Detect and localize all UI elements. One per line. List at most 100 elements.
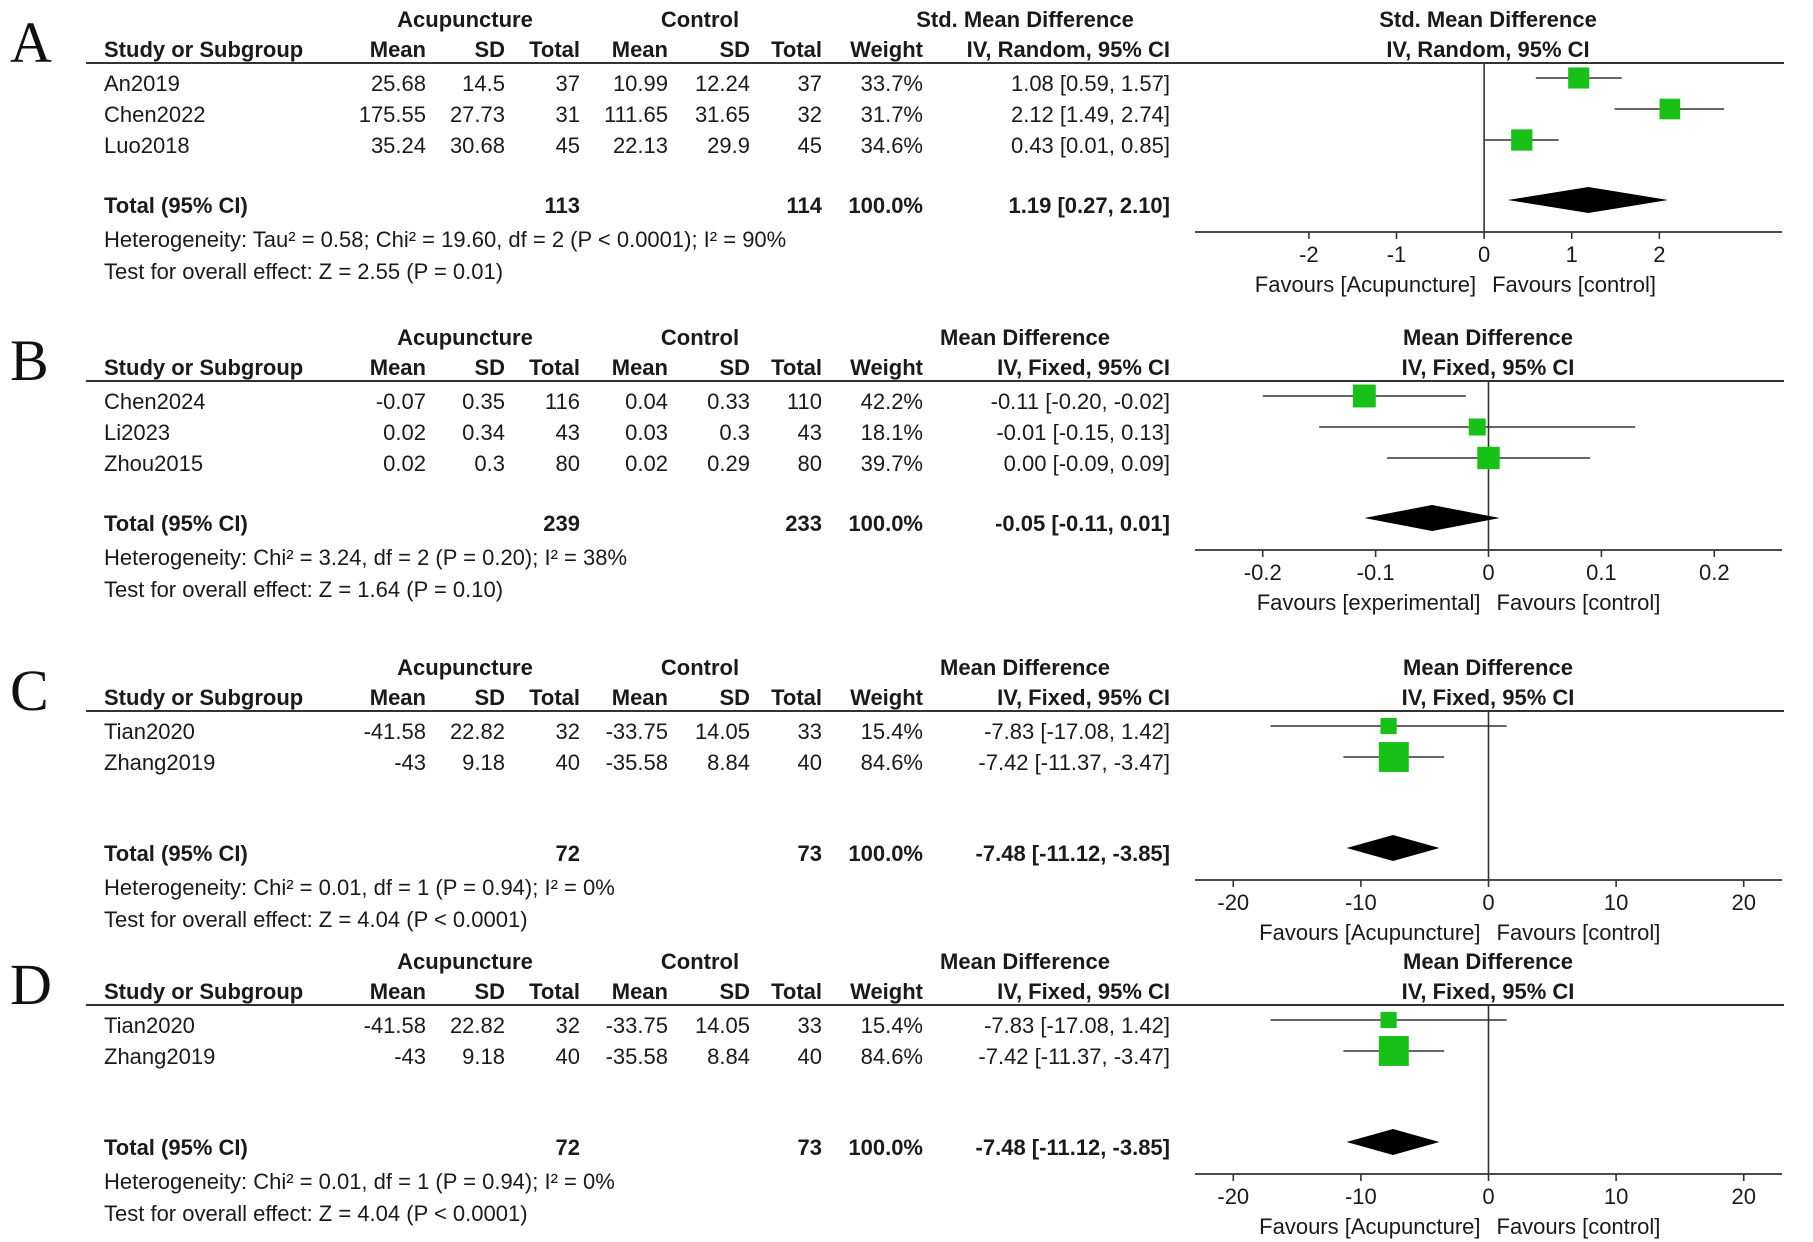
total-ci: -7.48 [-11.12, -3.85] [975,841,1170,866]
group-header-control: Control [660,655,740,680]
col-header-exp-mean: Mean [369,685,426,710]
study-name: Tian2020 [104,719,195,744]
ctl-mean-cell: 0.03 [625,420,668,445]
favours-left-label: Favours [Acupuncture] [1255,272,1476,297]
total-weight: 100.0% [848,193,923,218]
total-ctl-n: 73 [797,841,822,866]
ctl-sd-cell: 0.33 [707,389,750,414]
weight-cell: 42.2% [860,389,923,414]
ctl-mean-cell: -33.75 [605,719,668,744]
total-ctl-n: 73 [797,1135,822,1160]
x-tick-label: -0.1 [1357,560,1395,585]
measure-header: Std. Mean Difference [916,7,1134,32]
ctl-sd-cell: 0.29 [707,451,750,476]
study-name: Zhang2019 [104,750,216,775]
weight-cell: 84.6% [860,1044,923,1069]
ctl-mean-cell: -33.75 [605,1013,668,1038]
study-point-estimate [1380,1011,1397,1029]
exp-mean-cell: 0.02 [383,451,426,476]
total-label: Total (95% CI) [104,1135,248,1160]
col-header-study: Study or Subgroup [104,979,304,1004]
forest-plot-svg: -2 -1 0 1 2 Favours [Acupuncture] Favours [con… [1195,62,1782,297]
ctl-total-cell: 33 [797,719,822,744]
exp-mean-cell: 25.68 [370,71,426,96]
exp-total-cell: 31 [555,102,580,127]
col-header-exp-total: Total [529,37,580,62]
total-weight: 100.0% [848,1135,923,1160]
study-point-estimate [1378,742,1409,772]
study-name: Luo2018 [104,133,190,158]
header-divider [86,710,1784,712]
plot-header-method: IV, Fixed, 95% CI [1401,355,1575,380]
favours-left-label: Favours [Acupuncture] [1259,920,1480,945]
col-header-exp-sd: SD [474,979,505,1004]
ci-cell: 0.43 [0.01, 0.85] [1010,133,1170,158]
ctl-total-cell: 33 [797,1013,822,1038]
ctl-total-cell: 110 [786,389,822,414]
col-header-exp-mean: Mean [369,37,426,62]
ctl-mean-cell: -35.58 [605,750,668,775]
overall-effect-text: Test for overall effect: Z = 2.55 (P = 0… [104,259,504,284]
summary-diamond [1507,187,1669,213]
exp-total-cell: 32 [555,1013,580,1038]
exp-total-cell: 80 [555,451,580,476]
panel-label: D [10,952,52,1017]
exp-mean-cell: -43 [394,750,426,775]
col-header-exp-mean: Mean [369,979,426,1004]
exp-sd-cell: 0.3 [474,451,505,476]
favours-left-label: Favours [experimental] [1257,590,1481,615]
summary-diamond [1346,835,1440,861]
ctl-mean-cell: 111.65 [603,102,668,127]
ctl-total-cell: 40 [797,750,822,775]
ctl-sd-cell: 8.84 [707,750,750,775]
header-divider [86,62,1784,64]
panel-label: B [10,328,49,393]
x-tick-label: -2 [1299,242,1319,267]
col-header-ctl-sd: SD [719,685,750,710]
study-point-estimate [1352,384,1376,408]
col-header-ctl-mean: Mean [611,355,668,380]
total-weight: 100.0% [848,511,923,536]
col-header-study: Study or Subgroup [104,37,304,62]
forest-plot-svg: -20 -10 0 10 20 Favours [Acupuncture] Favours … [1195,710,1782,945]
heterogeneity-text: Heterogeneity: Chi² = 0.01, df = 1 (P = … [104,875,615,900]
x-tick-label: 20 [1731,1184,1755,1209]
x-tick-label: 0 [1482,560,1494,585]
exp-sd-cell: 22.82 [449,719,505,744]
ctl-sd-cell: 12.24 [694,71,750,96]
col-header-exp-total: Total [529,355,580,380]
total-ctl-n: 114 [786,193,823,218]
exp-mean-cell: 0.02 [383,420,426,445]
ctl-sd-cell: 31.65 [694,102,750,127]
exp-sd-cell: 14.5 [462,71,505,96]
summary-diamond [1346,1129,1440,1155]
x-tick-label: 0.1 [1586,560,1617,585]
exp-mean-cell: -43 [394,1044,426,1069]
heterogeneity-text: Heterogeneity: Chi² = 0.01, df = 1 (P = … [104,1169,615,1194]
col-header-ci: IV, Fixed, 95% CI [997,685,1170,710]
col-header-ci: IV, Fixed, 95% CI [997,355,1170,380]
total-label: Total (95% CI) [104,193,248,218]
exp-total-cell: 116 [544,389,580,414]
exp-sd-cell: 30.68 [449,133,505,158]
weight-cell: 84.6% [860,750,923,775]
weight-cell: 18.1% [860,420,923,445]
ci-cell: 1.08 [0.59, 1.57] [1010,71,1170,96]
ci-cell: -7.83 [-17.08, 1.42] [984,1013,1170,1038]
exp-sd-cell: 27.73 [449,102,505,127]
ci-cell: -7.42 [-11.37, -3.47] [978,1044,1170,1069]
exp-total-cell: 45 [555,133,580,158]
ctl-total-cell: 40 [797,1044,822,1069]
plot-measure-header: Mean Difference [1403,655,1573,680]
total-label: Total (95% CI) [104,841,248,866]
exp-total-cell: 43 [555,420,580,445]
ctl-mean-cell: 22.13 [612,133,668,158]
overall-effect-text: Test for overall effect: Z = 1.64 (P = 0… [104,577,504,602]
summary-diamond [1364,505,1500,531]
panel-label: C [10,658,49,723]
plot-header-method: IV, Fixed, 95% CI [1401,979,1575,1004]
x-tick-label: -1 [1387,242,1407,267]
ctl-total-cell: 45 [797,133,822,158]
exp-sd-cell: 0.34 [462,420,505,445]
col-header-ctl-total: Total [771,685,822,710]
